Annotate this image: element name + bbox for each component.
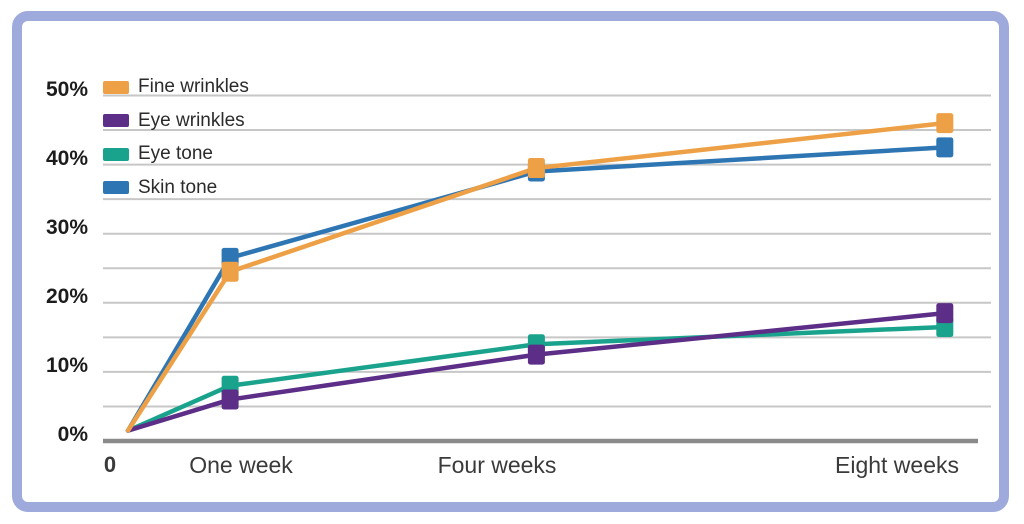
y-tick-label-20: 20% xyxy=(45,284,88,308)
legend-item-eye-tone: Eye tone xyxy=(103,143,213,164)
series-line-fine-wrinkles xyxy=(125,120,948,433)
legend-item-fine-wrinkles: Fine wrinkles xyxy=(103,76,249,97)
y-tick-label-50: 50% xyxy=(45,77,88,101)
legend-swatch-eye-wrinkles xyxy=(103,114,129,127)
marker-eye-wrinkles-week-1 xyxy=(221,389,239,410)
y-tick-label-10: 10% xyxy=(45,353,88,377)
y-tick-label-40: 40% xyxy=(45,146,88,170)
x-tick-label-eight-weeks: Eight weeks xyxy=(834,452,960,478)
legend-item-eye-wrinkles: Eye wrinkles xyxy=(103,109,245,131)
legend-swatch-eye-tone xyxy=(103,147,129,161)
legend-label-eye-tone: Eye tone xyxy=(138,143,213,164)
y-tick-label-30: 30% xyxy=(45,215,88,239)
legend-swatch-skin-tone xyxy=(103,181,129,194)
legend-label-skin-tone: Skin tone xyxy=(138,176,218,198)
y-tick-label-0: 0% xyxy=(57,423,88,446)
x-tick-label-four-weeks: Four weeks xyxy=(437,452,557,478)
legend-label-fine-wrinkles: Fine wrinkles xyxy=(138,76,249,97)
series-line-skin-tone xyxy=(125,145,948,433)
x-tick-label-0: 0 xyxy=(103,452,117,477)
legend-item-skin-tone: Skin tone xyxy=(103,176,218,198)
marker-eye-wrinkles-week-8 xyxy=(936,303,954,324)
marker-fine-wrinkles-week-8 xyxy=(936,113,954,134)
legend-swatch-fine-wrinkles xyxy=(103,80,129,94)
series-line-eye-wrinkles xyxy=(125,310,948,433)
marker-fine-wrinkles-week-1 xyxy=(221,261,239,282)
marker-fine-wrinkles-week-4 xyxy=(527,158,545,179)
x-tick-label-one-week: One week xyxy=(189,452,293,478)
marker-skin-tone-week-8 xyxy=(936,137,954,158)
legend-label-eye-wrinkles: Eye wrinkles xyxy=(138,109,245,131)
marker-eye-wrinkles-week-4 xyxy=(527,344,545,365)
